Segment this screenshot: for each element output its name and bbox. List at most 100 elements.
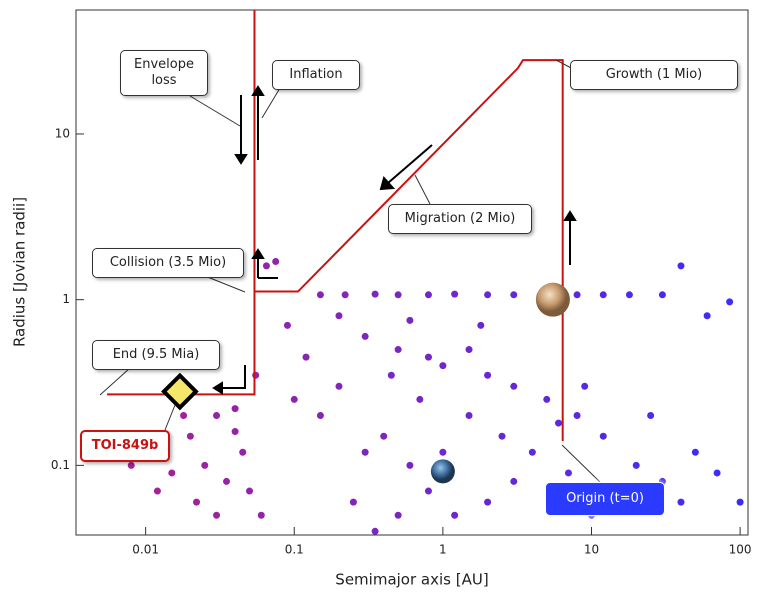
planet-point — [406, 316, 414, 324]
planet-point — [213, 511, 221, 519]
planet-point — [186, 432, 194, 440]
planet-point — [361, 332, 369, 340]
planet-point — [564, 469, 572, 477]
planet-point — [677, 498, 685, 506]
planet-point — [262, 262, 270, 270]
x-tick-label: 0.1 — [285, 543, 304, 557]
y-tick-label: 10 — [55, 126, 70, 140]
planet-point — [283, 321, 291, 329]
planet-point — [222, 477, 230, 485]
planet-point — [465, 346, 473, 354]
planet-point — [335, 382, 343, 390]
planet-point — [484, 498, 492, 506]
planet-point — [581, 382, 589, 390]
planet-point — [257, 511, 265, 519]
planet-point — [528, 448, 536, 456]
annotation: Inflation — [272, 60, 360, 90]
earth-icon — [430, 459, 455, 484]
planet-point — [290, 395, 298, 403]
planet-point — [180, 411, 188, 419]
planet-point — [599, 291, 607, 299]
planet-point — [302, 353, 310, 361]
planet-point — [424, 487, 432, 495]
giant-icon — [535, 282, 570, 317]
planet-point — [213, 411, 221, 419]
planet-point — [168, 469, 176, 477]
planet-point — [231, 428, 239, 436]
planet-point — [713, 469, 721, 477]
planet-point — [573, 291, 581, 299]
planet-point — [484, 371, 492, 379]
planet-point — [193, 498, 201, 506]
annotation: Origin (t=0) — [545, 482, 665, 516]
x-tick-label: 100 — [729, 543, 752, 557]
planet-point — [394, 346, 402, 354]
target-marker — [161, 372, 199, 411]
planet-point — [394, 291, 402, 299]
planet-point — [349, 498, 357, 506]
planet-point — [424, 353, 432, 361]
planet-point — [239, 448, 247, 456]
planet-point — [387, 371, 395, 379]
planet-point — [341, 291, 349, 299]
y-tick-label: 1 — [62, 292, 70, 306]
planet-point — [231, 405, 239, 413]
planet-point — [510, 477, 518, 485]
callout-pointers — [99, 59, 601, 483]
planet-point — [573, 411, 581, 419]
planet-point — [316, 411, 324, 419]
planet-point — [498, 432, 506, 440]
annotation: Growth (1 Mio) — [570, 60, 738, 90]
planet-point — [246, 487, 254, 495]
planet-point — [484, 291, 492, 299]
annotation: End (9.5 Mia) — [92, 340, 220, 370]
planet-point — [510, 291, 518, 299]
planet-point — [726, 298, 734, 306]
planet-point — [691, 448, 699, 456]
planet-point — [658, 291, 666, 299]
planet-point — [510, 382, 518, 390]
x-tick-label: 1 — [439, 543, 447, 557]
planet-point — [127, 461, 135, 469]
target-label: TOI-849b — [80, 430, 170, 462]
planet-point — [153, 487, 161, 495]
planet-point — [451, 290, 459, 298]
planet-point — [394, 511, 402, 519]
x-axis-title: Semimajor axis [AU] — [335, 571, 488, 589]
x-tick-label: 10 — [584, 543, 599, 557]
annotation: Collision (3.5 Mio) — [92, 248, 244, 278]
planet-point — [451, 511, 459, 519]
planet-point — [625, 291, 633, 299]
planet-point — [316, 291, 324, 299]
planet-point — [647, 411, 655, 419]
planet-point — [335, 312, 343, 320]
planet-point — [406, 461, 414, 469]
planet-point — [361, 448, 369, 456]
planet-point — [543, 395, 551, 403]
planet-point — [416, 395, 424, 403]
planet-point — [677, 262, 685, 270]
planet-point — [439, 448, 447, 456]
track-layer — [107, 10, 570, 484]
plot-frame — [75, 9, 749, 536]
planet-point — [632, 461, 640, 469]
planet-point — [477, 321, 485, 329]
evolution-track — [107, 10, 564, 442]
planet-point — [252, 371, 260, 379]
planet-point — [272, 257, 280, 265]
scatter-layer — [127, 257, 744, 535]
planet-point — [465, 411, 473, 419]
x-tick-label: 0.01 — [132, 543, 159, 557]
planet-point — [424, 291, 432, 299]
planet-point — [599, 432, 607, 440]
y-axis-title: Radius [Jovian radii] — [11, 197, 29, 347]
planet-point — [201, 461, 209, 469]
planet-point — [371, 290, 379, 298]
arrows — [212, 85, 577, 395]
planet-point — [736, 498, 744, 506]
planet-point — [380, 432, 388, 440]
planet-point — [555, 419, 563, 427]
planet-point — [703, 312, 711, 320]
